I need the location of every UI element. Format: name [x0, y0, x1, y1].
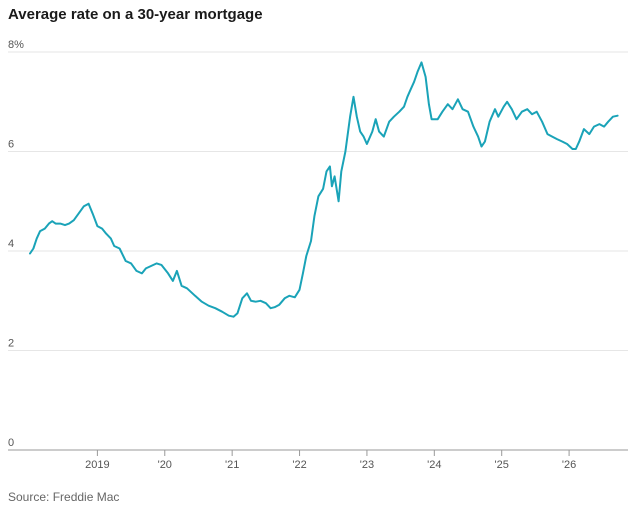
y-tick-label: 0	[8, 437, 14, 449]
x-tick-label: '23	[360, 459, 374, 471]
y-tick-label: 6	[8, 139, 14, 151]
x-tick-label: '22	[292, 459, 306, 471]
source-note: Source: Freddie Mac	[8, 490, 120, 504]
y-tick-label: 2	[8, 338, 14, 350]
grid-layer	[8, 51, 628, 451]
x-tick-label: '24	[427, 459, 441, 471]
x-tick-label: 2019	[85, 459, 109, 471]
x-tick-label: '21	[225, 459, 239, 471]
y-tick-label: 4	[8, 238, 14, 250]
rate-series-line	[29, 61, 619, 318]
x-tick-label: '25	[495, 459, 509, 471]
x-tick-label: '20	[158, 459, 172, 471]
series-layer	[29, 61, 619, 318]
tick-layer: 8% 6 4 2 0 2019 '20 '21 '22 '23 '24 '25 '26	[8, 39, 576, 471]
chart-title: Average rate on a 30-year mortgage	[8, 6, 263, 23]
y-tick-label: 8%	[8, 39, 24, 51]
x-tick-label: '26	[562, 459, 576, 471]
